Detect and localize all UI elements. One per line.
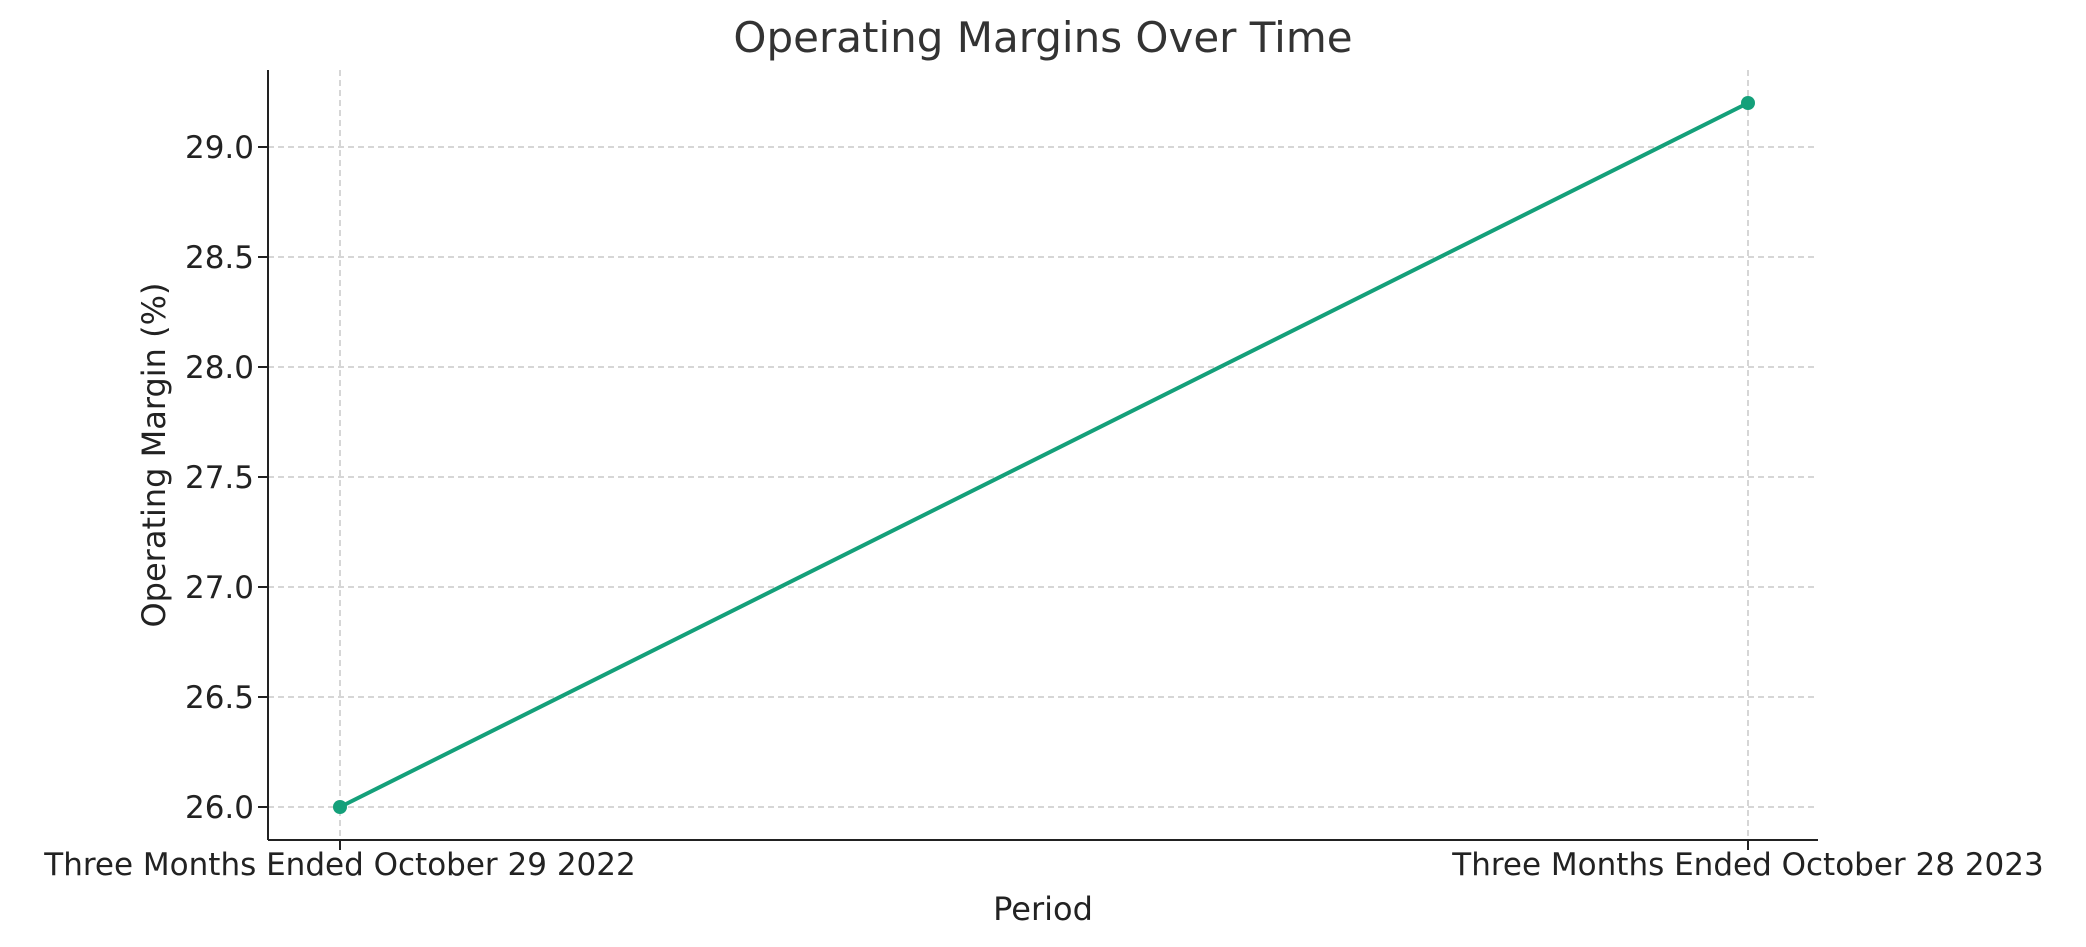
x-grid-lines <box>339 70 1749 840</box>
x-ticks: Three Months Ended October 29 2022 Three … <box>43 840 2044 883</box>
data-point <box>1741 96 1755 110</box>
y-tick-label: 27.0 <box>185 570 254 606</box>
y-tick-label: 26.5 <box>185 680 254 716</box>
y-tick-label: 27.5 <box>185 460 254 496</box>
y-tick-label: 29.0 <box>185 130 254 166</box>
data-points <box>333 96 1755 814</box>
y-axis-label: Operating Margin (%) <box>135 283 173 628</box>
y-tick-label: 28.5 <box>185 240 254 276</box>
y-ticks: 26.0 26.5 27.0 27.5 28.0 28.5 29.0 <box>185 130 268 826</box>
chart-title: Operating Margins Over Time <box>733 13 1352 62</box>
y-tick-label: 28.0 <box>185 350 254 386</box>
series-line <box>339 101 1749 809</box>
x-tick-label: Three Months Ended October 29 2022 <box>43 847 635 883</box>
y-tick-label: 26.0 <box>185 790 254 826</box>
y-grid-lines <box>268 146 1818 808</box>
x-tick-label: Three Months Ended October 28 2023 <box>1451 847 2043 883</box>
data-point <box>333 800 347 814</box>
x-axis-label: Period <box>993 890 1093 928</box>
